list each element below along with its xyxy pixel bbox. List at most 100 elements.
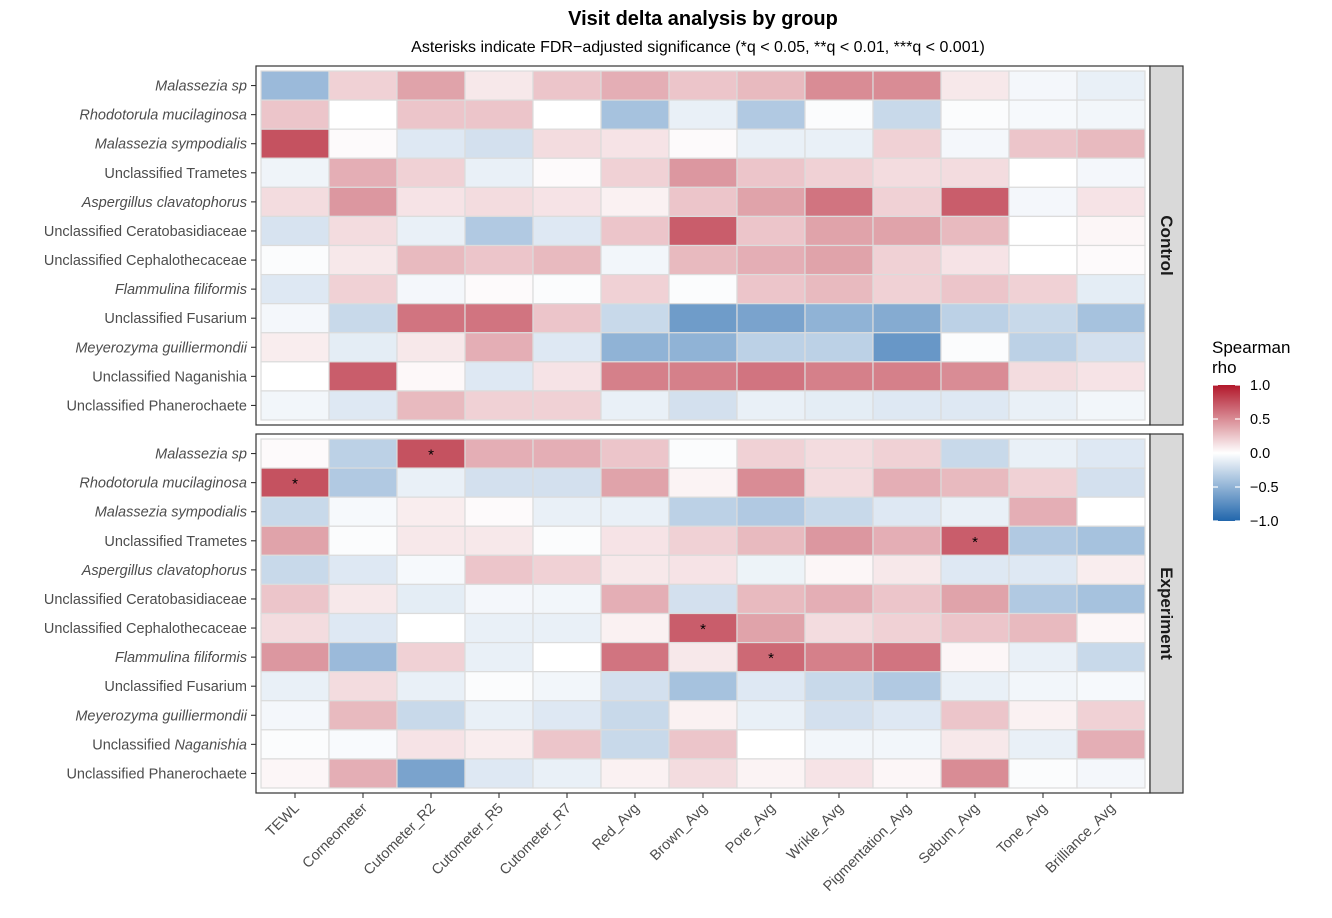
- heatmap-cell: [396, 671, 466, 702]
- heatmap-cell: [260, 525, 330, 556]
- heatmap-cell: [532, 244, 602, 276]
- heatmap-cell: [600, 70, 670, 101]
- heatmap-cell: [328, 525, 398, 556]
- y-tick-label: Malassezia sympodialis: [95, 137, 247, 153]
- heatmap-cell: [396, 128, 466, 159]
- heatmap-cell: [1076, 467, 1146, 498]
- heatmap-cell: [1076, 215, 1146, 247]
- x-tick-label: Cutometer_R2: [361, 801, 439, 879]
- heatmap-cell: [1076, 671, 1146, 702]
- heatmap-cell: [532, 700, 602, 731]
- heatmap-cell: [1076, 438, 1146, 469]
- heatmap-cell: [464, 186, 534, 218]
- heatmap-cell: [396, 583, 466, 615]
- heatmap-cell: [464, 525, 534, 556]
- heatmap-cell: [328, 361, 398, 392]
- heatmap-cell: [940, 496, 1010, 527]
- heatmap-cell: [532, 758, 602, 789]
- heatmap-cell: [1076, 303, 1146, 334]
- facet-strip: [1149, 433, 1184, 794]
- heatmap-cell: [1076, 496, 1146, 527]
- heatmap-cell: [940, 467, 1010, 498]
- heatmap-cell: [940, 361, 1010, 392]
- heatmap-cell: [464, 583, 534, 615]
- heatmap-cell: [464, 128, 534, 159]
- heatmap-cell: [668, 186, 738, 218]
- heatmap-cell: [872, 361, 942, 392]
- heatmap-cell: [736, 244, 806, 276]
- heatmap-cell: [668, 332, 738, 363]
- heatmap-cell: [464, 700, 534, 731]
- significance-star: *: [972, 534, 978, 551]
- heatmap-cell: [328, 671, 398, 702]
- heatmap-cell: [668, 303, 738, 334]
- heatmap-cell: [1076, 273, 1146, 305]
- heatmap-cell: [940, 273, 1010, 305]
- heatmap-cell: [328, 157, 398, 188]
- heatmap-cell: [736, 496, 806, 527]
- heatmap-cell: [940, 729, 1010, 760]
- heatmap-cell: [804, 525, 874, 556]
- heatmap-cell: [804, 438, 874, 469]
- y-tick-label: Meyerozyma guilliermondii: [75, 340, 247, 356]
- heatmap-cell: [600, 641, 670, 673]
- heatmap-cell: [464, 244, 534, 276]
- heatmap-cell: [668, 361, 738, 392]
- heatmap-cell: [532, 671, 602, 702]
- heatmap-cell: [736, 361, 806, 392]
- heatmap-cell: [736, 641, 806, 673]
- heatmap-cell: [532, 332, 602, 363]
- heatmap-cell: [1076, 244, 1146, 276]
- heatmap-cell: [872, 244, 942, 276]
- heatmap-cell: [804, 215, 874, 247]
- heatmap-cell: [328, 700, 398, 731]
- heatmap-cell: [804, 583, 874, 615]
- heatmap-cell: [736, 554, 806, 586]
- chart-title: Visit delta analysis by group: [568, 8, 838, 30]
- heatmap-cell: [1008, 554, 1078, 586]
- y-tick-label: Malassezia sp: [155, 447, 247, 463]
- heatmap-cell: [328, 244, 398, 276]
- heatmap-cell: [600, 467, 670, 498]
- heatmap-cell: [736, 467, 806, 498]
- x-tick-label: TEWL: [263, 801, 303, 841]
- heatmap-cell: [396, 215, 466, 247]
- heatmap-cell: [600, 671, 670, 702]
- heatmap-cell: [940, 700, 1010, 731]
- heatmap-cell: [668, 758, 738, 789]
- heatmap-cell: [532, 215, 602, 247]
- y-tick-label: Malassezia sympodialis: [95, 505, 247, 521]
- heatmap-cell: [1008, 729, 1078, 760]
- heatmap-cell: [1076, 729, 1146, 760]
- heatmap-cell: [260, 583, 330, 615]
- heatmap-cell: [464, 157, 534, 188]
- heatmap-cell: [600, 390, 670, 421]
- panel-experiment: * * * * * Experiment Malassezia sp Rhodotorula …: [44, 433, 1184, 794]
- heatmap-cell: [736, 758, 806, 789]
- legend-title: rho: [1212, 358, 1237, 377]
- heatmap-cell: [532, 467, 602, 498]
- facet-label-control: Control: [1157, 215, 1176, 275]
- heatmap-cell: [668, 438, 738, 469]
- heatmap-cell: [736, 390, 806, 421]
- heatmap-cell: [668, 390, 738, 421]
- heatmap-cell: [260, 99, 330, 130]
- heatmap-cell: [260, 729, 330, 760]
- heatmap-cell: [532, 583, 602, 615]
- significance-star: *: [700, 621, 706, 638]
- heatmap-cell: [736, 99, 806, 130]
- heatmap-cell: [668, 99, 738, 130]
- heatmap-cell: [396, 612, 466, 644]
- x-tick-label: Cutometer_R5: [429, 801, 507, 879]
- heatmap-cell: [260, 554, 330, 586]
- heatmap-cell: [804, 729, 874, 760]
- heatmap-cell: [1008, 700, 1078, 731]
- y-tick-label: Unclassified Ceratobasidiaceae: [44, 592, 247, 608]
- heatmap-cell: [532, 157, 602, 188]
- heatmap-cell: [600, 303, 670, 334]
- heatmap-cell: [940, 390, 1010, 421]
- heatmap-cell: [464, 758, 534, 789]
- heatmap-cell: [940, 554, 1010, 586]
- heatmap-cell: [328, 758, 398, 789]
